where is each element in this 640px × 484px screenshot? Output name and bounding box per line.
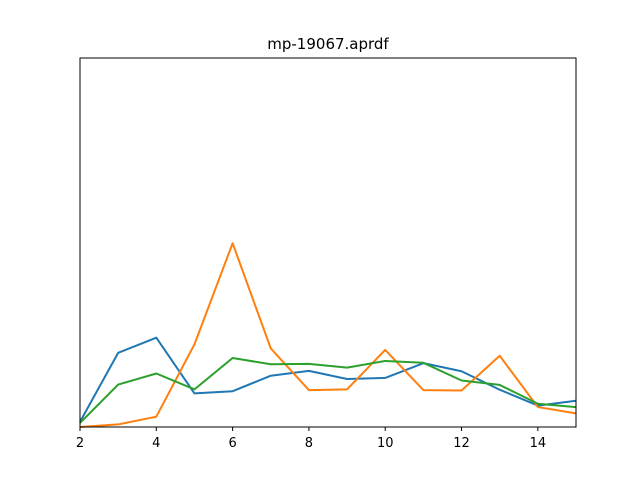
series-line-1: [79, 336, 577, 423]
x-tick-label: 4: [152, 436, 160, 451]
x-tick-label: 2: [76, 436, 84, 451]
plot-area-frame: [79, 57, 577, 428]
x-tick-label: 14: [530, 436, 547, 451]
chart-title: mp-19067.aprdf: [267, 35, 389, 53]
axis-layer: 2 4 6 8 10 12 14: [76, 427, 546, 451]
series-layer: [79, 242, 577, 428]
x-tick-label: 6: [228, 436, 236, 451]
series-line-3: [79, 357, 577, 424]
x-tick-label: 10: [377, 436, 394, 451]
x-tick-label: 8: [305, 436, 313, 451]
x-tick-label: 12: [453, 436, 470, 451]
series-line-2: [79, 242, 577, 428]
